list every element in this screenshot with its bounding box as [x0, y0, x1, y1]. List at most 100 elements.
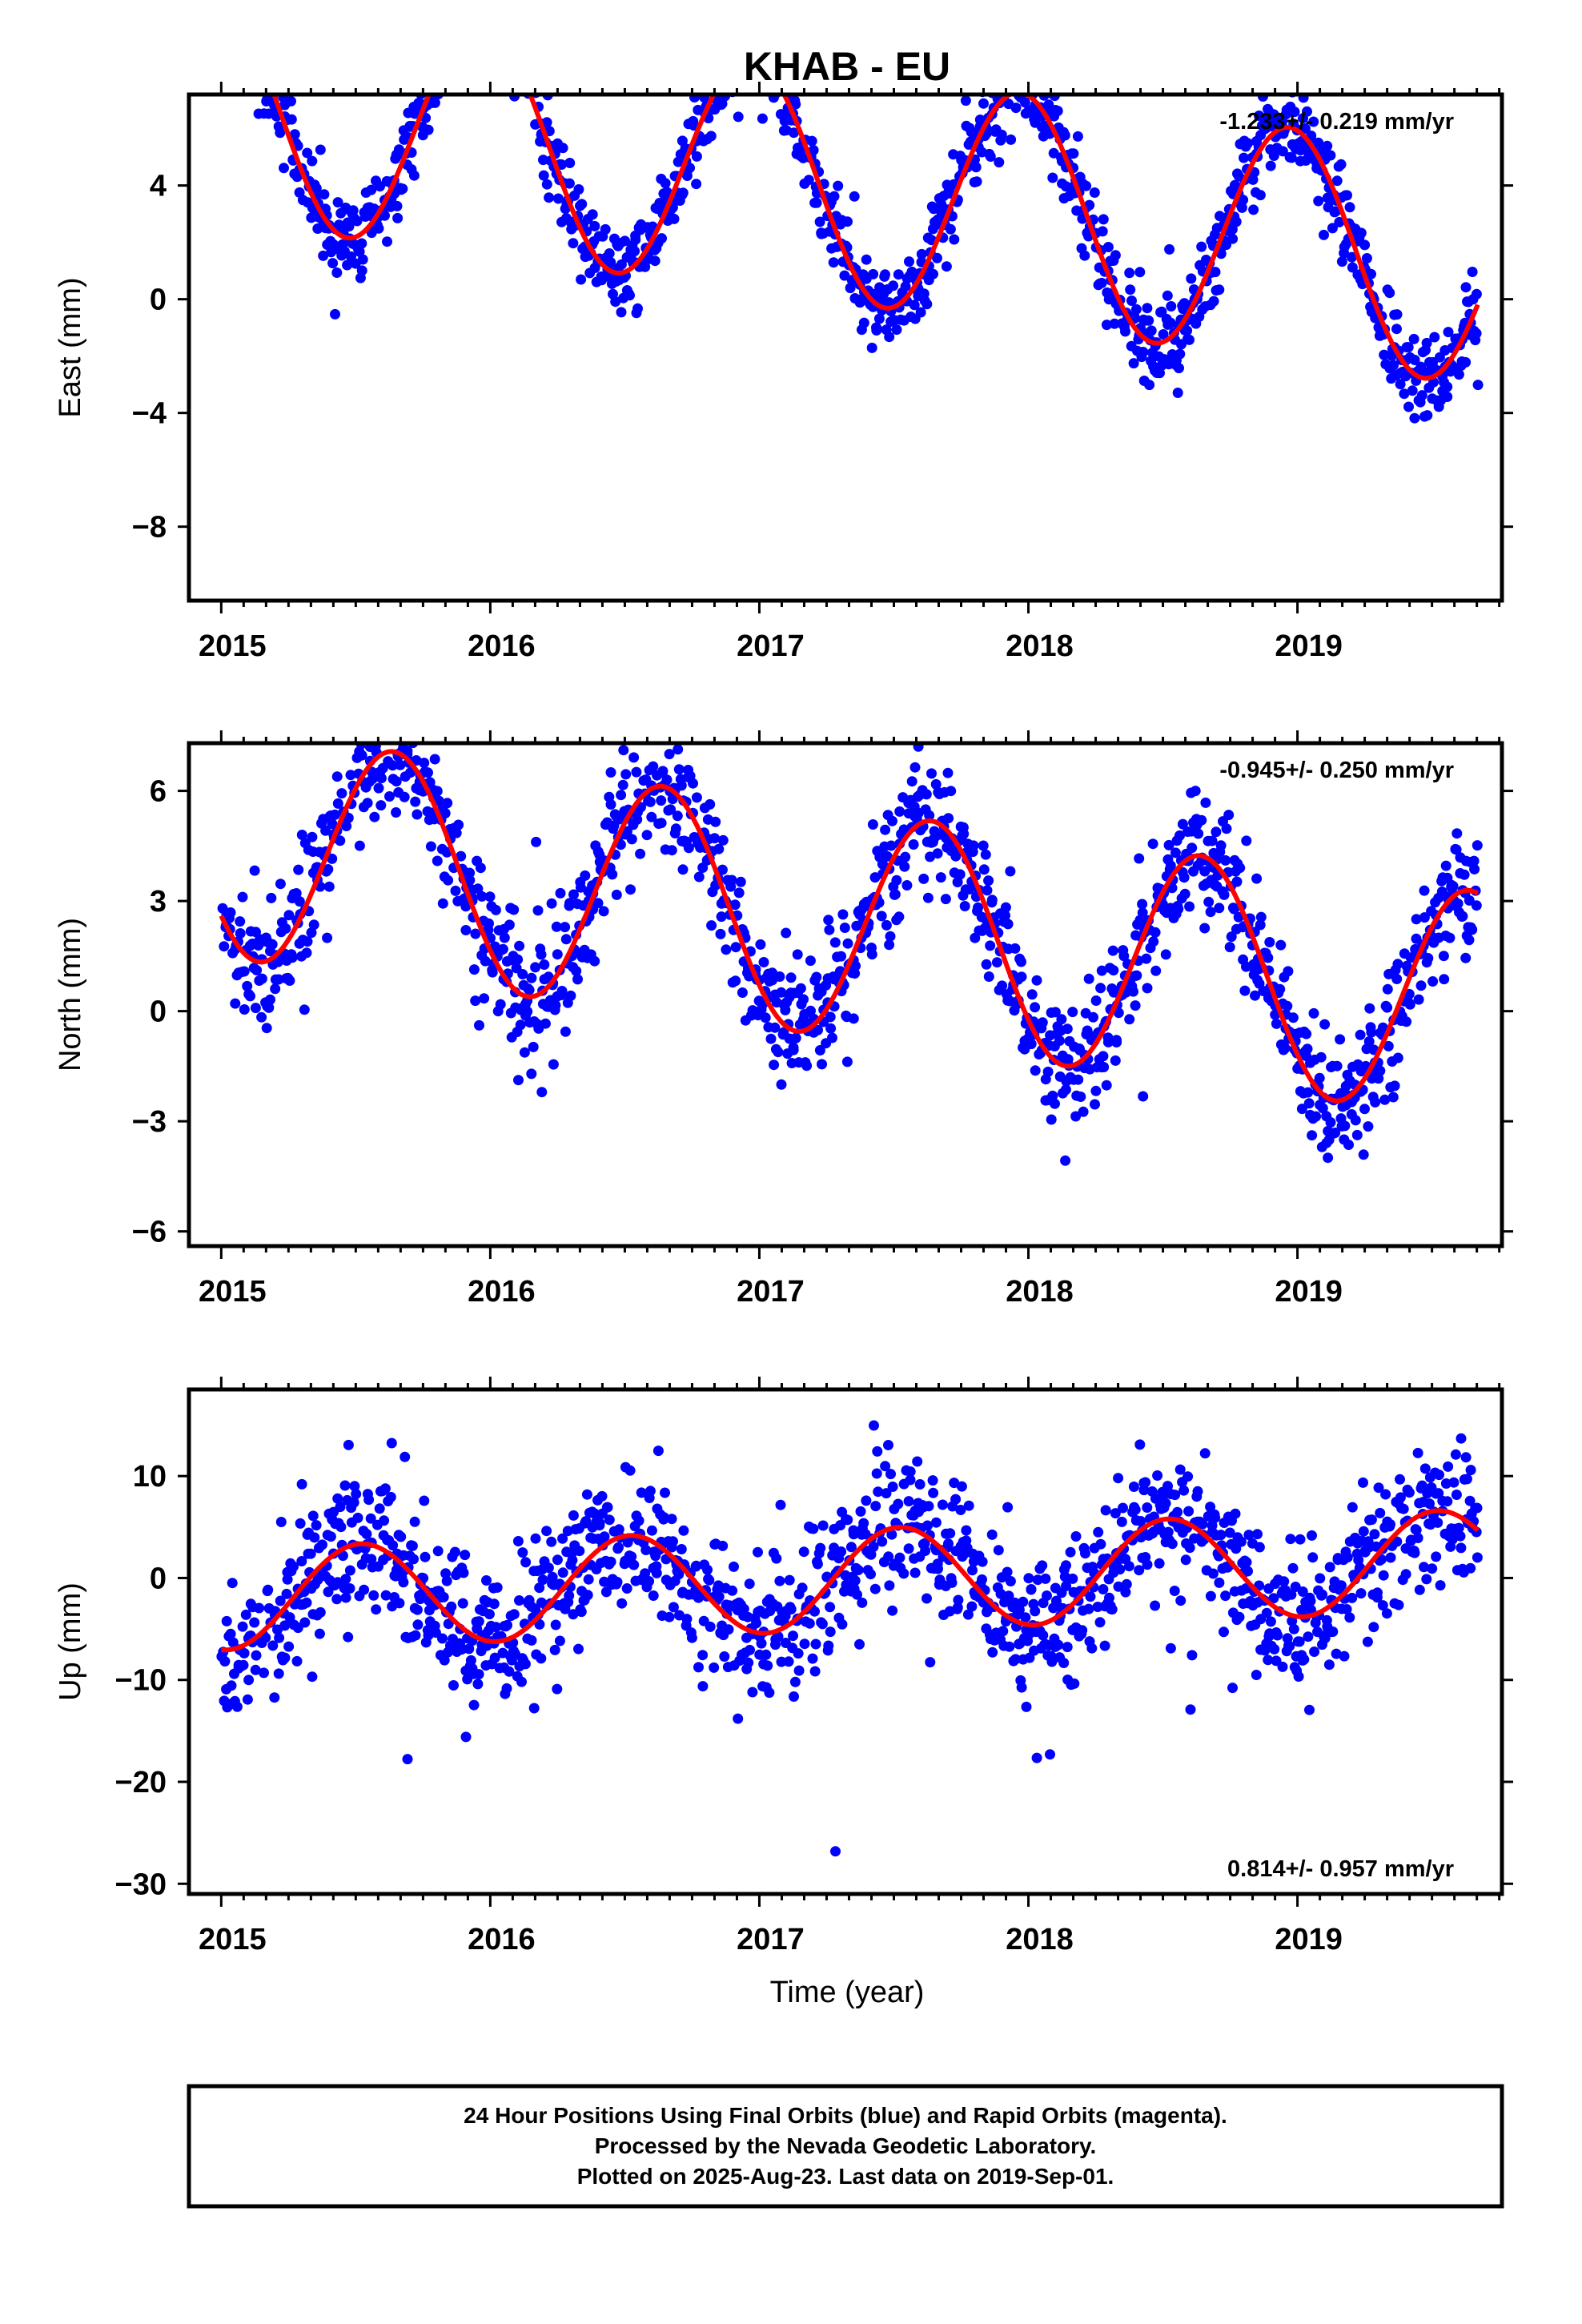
data-point: [279, 1620, 291, 1631]
data-point: [781, 927, 792, 939]
data-point: [1252, 1529, 1263, 1540]
data-point: [967, 1565, 978, 1576]
data-point: [371, 1604, 382, 1615]
data-point: [849, 191, 860, 202]
data-point: [1183, 1506, 1195, 1517]
data-point: [392, 212, 404, 223]
data-point: [270, 66, 280, 76]
data-point: [1022, 54, 1032, 64]
data-point: [1207, 1568, 1219, 1579]
data-point: [442, 57, 452, 67]
data-point: [909, 1567, 921, 1578]
data-point: [218, 14, 228, 24]
data-point: [613, 1524, 624, 1535]
data-point: [420, 1551, 431, 1562]
data-point: [335, 1522, 347, 1533]
data-point: [475, 24, 485, 34]
data-point: [493, 11, 504, 22]
data-point: [556, 986, 568, 996]
data-point: [332, 197, 343, 208]
data-point: [867, 819, 878, 830]
data-point: [756, 1638, 767, 1649]
data-point: [265, 994, 275, 1005]
data-point: [502, 22, 512, 32]
data-point: [986, 1529, 998, 1540]
data-point: [523, 82, 533, 93]
data-point: [1081, 180, 1092, 191]
data-point: [1073, 1074, 1084, 1085]
data-point: [461, 17, 472, 27]
data-point: [279, 163, 289, 174]
data-point: [1186, 273, 1197, 284]
data-point: [552, 1554, 563, 1566]
data-point: [710, 816, 721, 827]
data-point: [1302, 1043, 1313, 1055]
data-point: [222, 19, 232, 30]
data-point: [728, 51, 738, 62]
data-point: [296, 1478, 307, 1490]
data-point: [451, 827, 462, 838]
data-point: [516, 66, 527, 76]
data-point: [1444, 932, 1456, 943]
data-point: [1097, 226, 1108, 237]
data-point: [552, 193, 564, 204]
data-point: [657, 766, 669, 777]
data-point: [1196, 814, 1207, 826]
data-point: [557, 143, 568, 154]
data-point: [648, 761, 659, 772]
data-point: [1023, 1573, 1034, 1584]
data-point: [1411, 914, 1422, 925]
data-point: [286, 114, 297, 125]
plot-frame: [187, 92, 1504, 603]
data-point: [1077, 1625, 1088, 1636]
data-point: [238, 1659, 249, 1671]
data-point: [251, 1650, 262, 1661]
data-point: [1392, 1052, 1403, 1063]
data-point: [387, 640, 397, 650]
data-point: [331, 1594, 343, 1605]
data-point: [616, 1598, 628, 1609]
data-point: [1327, 1626, 1339, 1637]
data-point: [1424, 1498, 1435, 1510]
data-point: [576, 199, 588, 210]
data-point: [888, 280, 899, 292]
data-point: [1111, 1037, 1122, 1047]
data-point: [1190, 786, 1201, 797]
x-tick-label: 2018: [1006, 1923, 1074, 1956]
data-point: [1134, 1565, 1145, 1576]
data-point: [764, 1687, 775, 1699]
data-point: [497, 943, 508, 955]
data-point: [793, 1665, 805, 1676]
data-point: [589, 220, 600, 231]
data-point: [481, 0, 492, 8]
data-point: [1442, 381, 1453, 392]
data-point: [307, 1510, 319, 1522]
data-point: [1465, 1562, 1476, 1574]
y-axis-label: East (mm): [54, 277, 87, 417]
data-point: [255, 48, 265, 58]
data-point: [368, 1590, 379, 1601]
data-point: [1059, 130, 1070, 141]
data-point: [598, 906, 609, 917]
data-point: [1096, 965, 1107, 976]
data-point: [869, 1420, 879, 1431]
data-point: [456, 850, 467, 862]
data-point: [1381, 1608, 1392, 1619]
data-point: [924, 810, 935, 821]
caption-line-3: Plotted on 2025-Aug-23. Last data on 201…: [577, 2164, 1114, 2189]
data-point: [467, 50, 477, 60]
data-point: [858, 317, 869, 328]
data-point: [814, 1045, 825, 1055]
data-point: [1277, 146, 1288, 157]
data-point: [1335, 159, 1347, 170]
data-point: [1026, 1584, 1037, 1595]
data-point: [245, 30, 255, 40]
data-point: [226, 1680, 237, 1691]
data-point: [1344, 202, 1355, 213]
data-point: [1307, 1530, 1317, 1541]
data-point: [340, 1574, 351, 1585]
data-point: [235, 18, 245, 29]
data-point: [1080, 1548, 1090, 1559]
data-point: [748, 30, 758, 40]
data-point: [1046, 1656, 1058, 1667]
